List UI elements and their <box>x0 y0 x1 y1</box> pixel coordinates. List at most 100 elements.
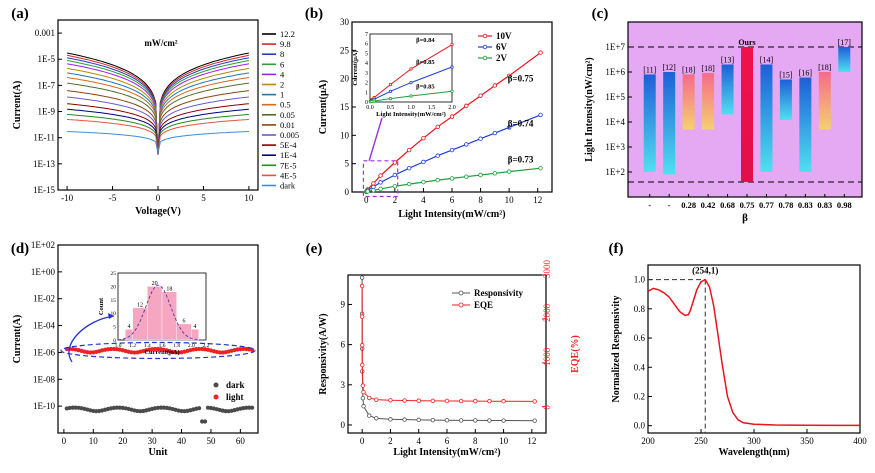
iv-curve-12.2 <box>66 52 250 155</box>
legend-label-a: 6 <box>280 59 284 69</box>
range-bar-[12] <box>663 72 676 175</box>
highlight-ellipse-d <box>60 341 256 360</box>
panel-label-e: (e) <box>306 241 323 257</box>
data-point-6V <box>392 172 398 178</box>
x-tick-label-c: 0.77 <box>759 200 775 210</box>
data-point-Responsivity <box>473 418 478 423</box>
iv-curve-7E-5 <box>67 113 249 154</box>
data-point-EQE <box>473 398 478 404</box>
x-tick-label-c: 0.78 <box>778 200 793 210</box>
x-tick-label-d: 50 <box>206 436 216 446</box>
iv-curve-1 <box>67 72 249 155</box>
legend-label-a: 2 <box>280 80 284 90</box>
panel-e-frame <box>347 274 547 434</box>
y-axis-label-b: Current(μA) <box>318 80 329 134</box>
inset-point-2V <box>409 94 413 98</box>
legend-label-b: 10V <box>496 31 512 41</box>
y-tick-label-d: 1E-02 <box>33 294 55 304</box>
legend-label-a: 4E-5 <box>280 170 297 180</box>
legend-label-b: 2V <box>496 53 508 63</box>
range-bar-[13] <box>721 64 734 115</box>
x-tick-label-c: 0.28 <box>681 200 696 210</box>
data-point-EQE <box>361 389 366 395</box>
panel-label-b: (b) <box>305 6 323 22</box>
y2-tick-label-e: 3000 <box>542 260 552 279</box>
gaussian-fit-d <box>117 284 207 341</box>
inset-y-tick-d: 15 <box>111 298 117 304</box>
x-tick-label-a: -5 <box>109 193 117 203</box>
inset-y-tick-b: 3 <box>365 71 368 77</box>
data-point-Responsivity <box>361 404 366 409</box>
data-point-10V <box>492 83 498 88</box>
range-bar-[11] <box>643 74 656 172</box>
iv-curve-2 <box>67 67 249 155</box>
inset-x-tick-d: 1.4 <box>144 343 151 349</box>
iv-curve-0.01 <box>67 90 249 154</box>
bar-ref-label: [14] <box>760 55 774 64</box>
data-point-EQE <box>388 398 393 403</box>
data-point-EQE <box>374 397 379 402</box>
range-bar-Ours <box>741 47 753 182</box>
bar-ref-label: [18] <box>701 64 715 73</box>
data-point-6V <box>464 142 469 147</box>
y-tick-label-b: 15 <box>340 102 350 112</box>
data-point-10V <box>435 124 440 130</box>
y-tick-label-c: 1E+6 <box>605 67 625 77</box>
panel-f-frame <box>647 264 861 434</box>
legend-label-a: 12.2 <box>280 29 295 39</box>
histogram-bar-d <box>161 291 177 341</box>
data-point-6V <box>378 180 383 185</box>
series-line-2V <box>366 167 541 193</box>
legend-label-a: 1E-4 <box>280 150 297 160</box>
data-point-Responsivity <box>374 416 379 421</box>
x-tick-label-b: 2 <box>393 195 398 205</box>
data-point-EQE <box>367 395 372 401</box>
x-tick-label-b: 10 <box>505 195 515 205</box>
data-point-EQE <box>360 362 365 368</box>
range-bar-[17] <box>838 47 851 72</box>
x-tick-label-d: 40 <box>177 436 187 446</box>
data-point-EQE <box>501 399 506 404</box>
y-tick-label-e: 0 <box>341 420 346 430</box>
y-tick-label-f: 0.0 <box>634 421 646 431</box>
data-point-EQE <box>487 398 492 404</box>
y-tick-label-c: 1E+4 <box>605 117 625 127</box>
x-tick-label-e: 10 <box>499 436 509 446</box>
legend-label-d: dark <box>226 380 245 390</box>
data-point-Responsivity <box>359 275 365 280</box>
x-tick-label-d: 0 <box>62 436 67 446</box>
data-point-EQE <box>458 398 464 404</box>
inset-point-6V <box>450 65 454 69</box>
data-point-6V <box>406 165 412 171</box>
scatter-point-light <box>197 346 202 352</box>
inset-y-label-b: Current(μA) <box>352 50 359 85</box>
x-axis-label-d: Unit <box>149 447 169 458</box>
x-tick-label-b: 6 <box>450 195 455 205</box>
x-axis-label-f: Wavelength(nm) <box>718 447 789 458</box>
inset-point-2V <box>388 97 393 101</box>
y-tick-label-e: 6 <box>341 340 346 350</box>
x-tick-label-a: 10 <box>244 193 254 203</box>
x-tick-label-e: 2 <box>388 436 393 446</box>
inset-point-2V <box>372 99 376 103</box>
iv-curve-5E-4 <box>67 103 249 154</box>
data-point-Responsivity <box>501 418 506 423</box>
range-bar-[18] <box>682 74 695 130</box>
iv-curve-9.8 <box>67 54 249 155</box>
range-bar-[18] <box>818 72 831 130</box>
series-line-Responsivity <box>361 277 535 422</box>
scatter-point-dark <box>244 405 249 410</box>
data-point-2V <box>371 188 376 193</box>
histogram-count-label-d: 6 <box>183 318 186 324</box>
y-tick-label-a: 1E-7 <box>38 80 56 90</box>
range-bar-[15] <box>779 79 792 121</box>
data-point-2V <box>421 179 426 185</box>
data-point-Responsivity <box>360 395 366 401</box>
data-point-Responsivity <box>444 418 450 423</box>
y-tick-label-c: 1E+2 <box>605 167 625 177</box>
legend-label-a: 0.01 <box>280 120 295 130</box>
series-line-EQE <box>361 285 535 402</box>
inset-point-2V <box>450 89 454 93</box>
legend-label-a: 1 <box>280 90 284 100</box>
inset-y-tick-b: 2 <box>365 81 368 87</box>
